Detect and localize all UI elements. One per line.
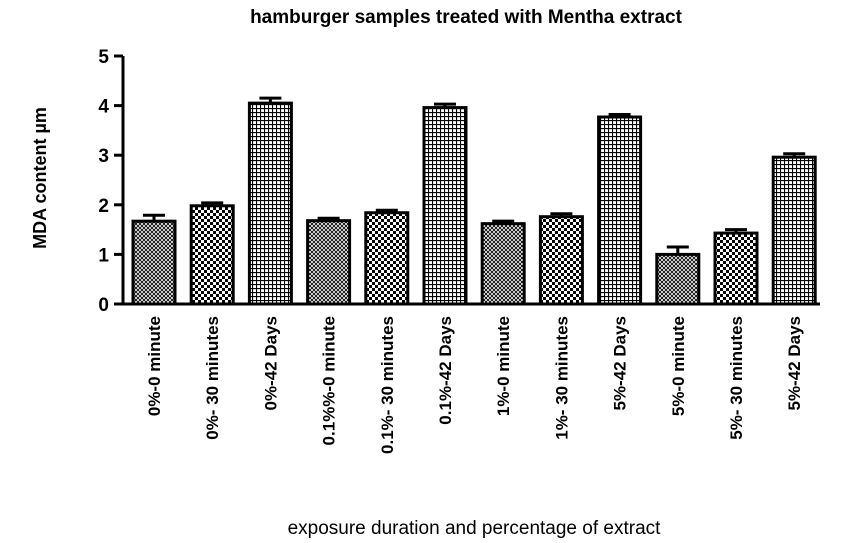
bar — [306, 219, 352, 306]
x-tick-label: 0.1%-42 Days — [436, 316, 455, 425]
x-tick-label: 1%- 30 minutes — [552, 316, 571, 440]
bar — [771, 155, 817, 306]
x-tick-label: 5%- 30 minutes — [727, 316, 746, 440]
x-tick-label: 0%- 30 minutes — [203, 316, 222, 440]
y-tick-label: 5 — [98, 47, 109, 68]
bar — [713, 231, 759, 306]
bar — [422, 106, 468, 306]
y-axis: 0 1 2 3 4 5 — [98, 47, 820, 316]
y-tick-label: 1 — [98, 245, 109, 266]
x-tick-label: 0.1%- 30 minutes — [378, 316, 397, 454]
bar — [247, 101, 293, 306]
x-tick-label: 0%-42 Days — [261, 316, 280, 411]
x-axis-title: exposure duration and percentage of extr… — [288, 518, 662, 539]
chart-title: hamburger samples treated with Mentha ex… — [250, 7, 683, 28]
bar — [131, 219, 177, 306]
y-tick-label: 2 — [98, 196, 109, 217]
x-tick-label: 5%-0 minute — [669, 316, 688, 416]
y-tick-label: 4 — [98, 97, 109, 118]
y-axis-title: MDA content µm — [30, 107, 50, 249]
bar — [480, 222, 526, 306]
x-tick-label: 0.1%%-0 minute — [320, 316, 339, 445]
x-tick-labels: 0%-0 minute 0%- 30 minutes 0%-42 Days 0.1%%… — [145, 316, 804, 454]
x-tick-label: 0%-0 minute — [145, 316, 164, 416]
y-tick-label: 0 — [98, 295, 109, 316]
bar — [364, 211, 410, 306]
bar — [538, 215, 584, 306]
x-tick-label: 5%-42 Days — [611, 316, 630, 411]
x-tick-label: 1%-0 minute — [494, 316, 513, 416]
x-tick-label: 5%-42 Days — [785, 316, 804, 411]
bar — [655, 252, 701, 306]
bar — [189, 204, 235, 306]
bars-group — [131, 96, 817, 306]
bar — [597, 115, 643, 306]
y-tick-label: 3 — [98, 146, 109, 167]
